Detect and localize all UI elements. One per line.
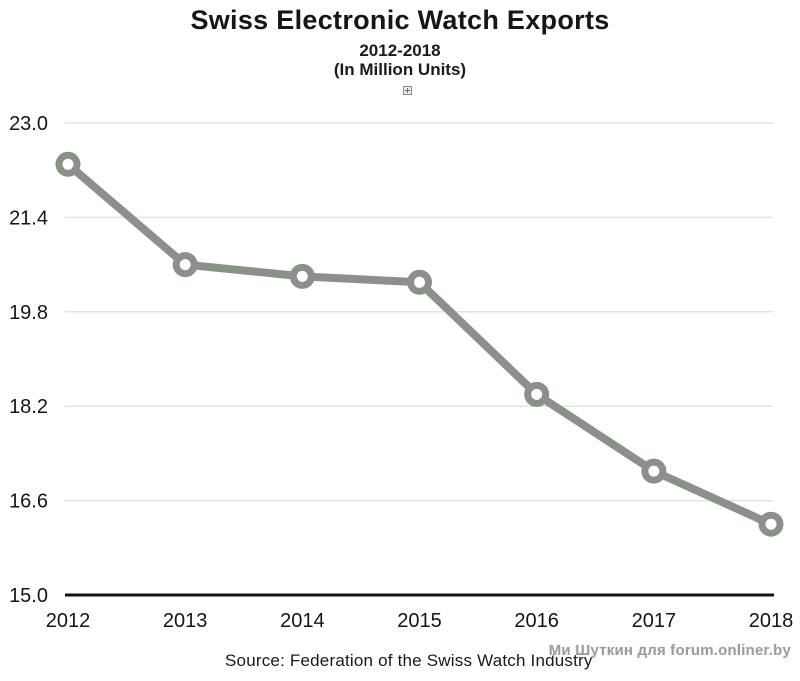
x-tick-label: 2015 bbox=[397, 610, 442, 632]
y-tick-label: 18.2 bbox=[9, 396, 48, 418]
y-tick-label: 21.4 bbox=[9, 207, 48, 229]
source-credit: Source: Federation of the Swiss Watch In… bbox=[225, 651, 593, 670]
y-tick-label: 16.6 bbox=[9, 491, 48, 513]
data-point-marker bbox=[524, 381, 550, 407]
x-tick-label: 2013 bbox=[163, 610, 208, 632]
y-tick-label: 23.0 bbox=[9, 113, 48, 135]
data-point-marker bbox=[55, 151, 81, 177]
y-tick-label: 19.8 bbox=[9, 302, 48, 324]
broken-image-placeholder-icon bbox=[403, 86, 412, 95]
chart-subtitle-range: 2012-2018 bbox=[359, 41, 441, 60]
data-point-marker bbox=[641, 458, 667, 484]
chart-title: Swiss Electronic Watch Exports bbox=[190, 5, 610, 35]
y-tick-label: 15.0 bbox=[9, 585, 48, 607]
data-point-marker bbox=[289, 263, 315, 289]
x-tick-label: 2016 bbox=[514, 610, 559, 632]
x-tick-label: 2014 bbox=[280, 610, 325, 632]
data-point-marker bbox=[758, 511, 784, 537]
x-tick-label: 2018 bbox=[749, 610, 794, 632]
data-point-marker bbox=[172, 252, 198, 278]
chart-subtitle-units: (In Million Units) bbox=[333, 60, 467, 79]
data-point-marker bbox=[407, 269, 432, 295]
watermark-text: Ми Шуткин для forum.onliner.by bbox=[548, 642, 791, 659]
x-tick-label: 2012 bbox=[46, 610, 91, 632]
x-tick-label: 2017 bbox=[632, 610, 677, 632]
